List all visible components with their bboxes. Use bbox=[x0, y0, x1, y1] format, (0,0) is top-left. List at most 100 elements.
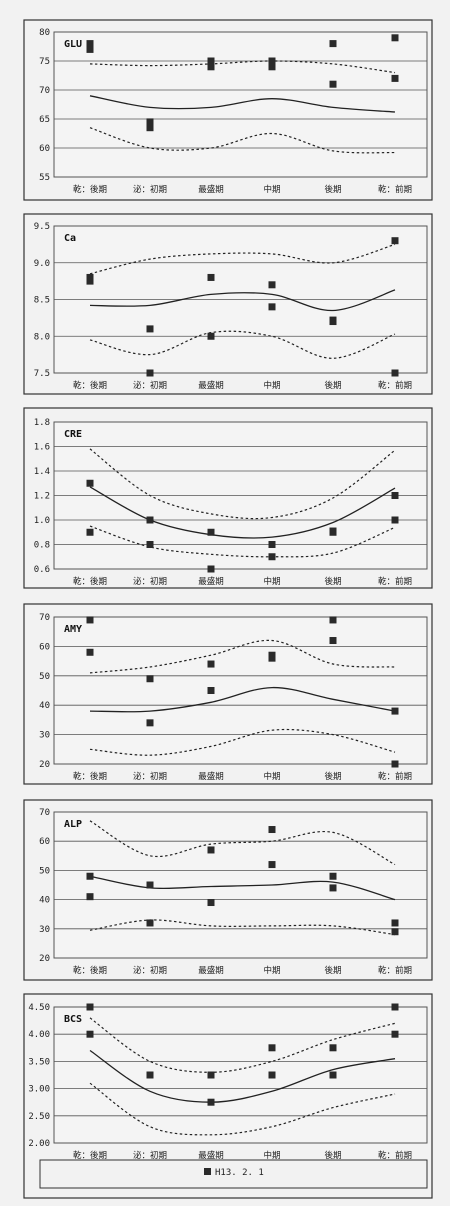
x-tick-label: 後期 bbox=[324, 1150, 341, 1161]
chart-panel-amy: 20 30 40 50 60 70 乾：後期 泌：初期 最盛期 中期 後期 乾：前期 AMY bbox=[23, 603, 433, 785]
x-tick-label: 中期 bbox=[263, 1150, 280, 1161]
data-point bbox=[86, 1003, 94, 1011]
data-point bbox=[268, 861, 276, 869]
chart-label: BCS bbox=[64, 1014, 82, 1025]
upper-bound-line bbox=[89, 1017, 396, 1073]
x-tick-label: 後期 bbox=[324, 184, 341, 195]
data-point bbox=[391, 1003, 399, 1011]
y-tick-label: 8.5 bbox=[34, 296, 50, 306]
y-tick-label: 30 bbox=[39, 731, 50, 741]
chart-panel-cre: 0.6 0.8 1.0 1.2 1.4 1.6 1.8 乾：後期 泌：初期 最盛期 中期 後期 乾：前期… bbox=[23, 407, 433, 589]
data-point bbox=[207, 57, 215, 65]
y-tick-label: 60 bbox=[39, 642, 50, 652]
data-point bbox=[86, 1030, 94, 1038]
lower-bound-line bbox=[89, 127, 396, 154]
data-point bbox=[329, 318, 337, 326]
data-point bbox=[391, 707, 399, 715]
y-tick-label: 65 bbox=[39, 115, 50, 125]
data-point bbox=[207, 660, 215, 668]
legend-label: H13. 2. 1 bbox=[215, 1168, 264, 1178]
x-tick-label: 泌：初期 bbox=[133, 576, 167, 587]
y-tick-label: 3.00 bbox=[28, 1085, 50, 1095]
y-tick-label: 70 bbox=[39, 613, 50, 623]
data-point bbox=[268, 303, 276, 311]
mean-line bbox=[89, 875, 396, 901]
y-tick-label: 75 bbox=[39, 57, 50, 67]
y-tick-label: 8.0 bbox=[34, 332, 50, 342]
chart-label: ALP bbox=[64, 819, 82, 830]
data-point bbox=[268, 63, 276, 71]
data-point bbox=[146, 516, 154, 524]
legend-marker bbox=[204, 1168, 211, 1175]
plot-area bbox=[53, 1006, 428, 1144]
data-point bbox=[329, 80, 337, 88]
data-point bbox=[207, 846, 215, 854]
data-point bbox=[86, 273, 94, 281]
chart-panel-alp: 20 30 40 50 60 70 乾：後期 泌：初期 最盛期 中期 後期 乾：前期 ALP bbox=[23, 799, 433, 981]
data-point bbox=[86, 528, 94, 536]
data-point bbox=[207, 687, 215, 694]
data-point bbox=[207, 899, 215, 907]
y-tick-label: 70 bbox=[39, 86, 50, 96]
x-tick-label: 乾：後期 bbox=[73, 380, 107, 391]
y-tick-label: 20 bbox=[39, 954, 50, 964]
y-tick-label: 1.0 bbox=[34, 516, 50, 526]
y-tick-label: 2.00 bbox=[28, 1139, 50, 1149]
upper-bound-line bbox=[89, 820, 396, 866]
x-tick-label: 泌：初期 bbox=[133, 1150, 167, 1161]
data-point bbox=[329, 884, 337, 892]
x-tick-label: 泌：初期 bbox=[133, 965, 167, 976]
y-tick-label: 9.0 bbox=[34, 259, 50, 269]
lower-bound-line bbox=[89, 919, 396, 936]
data-point bbox=[146, 719, 154, 727]
x-tick-label: 乾：前期 bbox=[378, 1150, 412, 1161]
y-tick-label: 2.50 bbox=[28, 1112, 50, 1122]
mean-line bbox=[89, 486, 396, 539]
y-tick-label: 40 bbox=[39, 896, 50, 906]
data-point bbox=[329, 637, 337, 645]
mean-line bbox=[89, 95, 396, 113]
data-point bbox=[146, 919, 154, 927]
data-point bbox=[86, 648, 94, 656]
data-point bbox=[207, 273, 215, 281]
data-point bbox=[268, 57, 276, 65]
data-point bbox=[86, 893, 94, 901]
y-tick-label: 55 bbox=[39, 173, 50, 183]
chart-label: AMY bbox=[64, 624, 82, 635]
y-tick-label: 3.50 bbox=[28, 1057, 50, 1067]
data-point bbox=[329, 1071, 337, 1079]
x-tick-label: 泌：初期 bbox=[133, 380, 167, 391]
upper-bound-line bbox=[89, 243, 396, 275]
data-point bbox=[391, 237, 399, 245]
data-point bbox=[391, 516, 399, 524]
y-tick-label: 60 bbox=[39, 837, 50, 847]
lower-bound-line bbox=[89, 728, 396, 756]
data-point bbox=[329, 1044, 337, 1052]
x-tick-label: 後期 bbox=[324, 771, 341, 782]
data-point bbox=[207, 63, 215, 71]
x-tick-label: 乾：前期 bbox=[378, 184, 412, 195]
data-point bbox=[268, 826, 276, 834]
data-point bbox=[86, 872, 94, 880]
lower-bound-line bbox=[89, 1082, 396, 1136]
data-point bbox=[86, 277, 94, 285]
chart-label: CRE bbox=[64, 429, 82, 440]
upper-bound-line bbox=[89, 448, 396, 520]
x-tick-label: 後期 bbox=[324, 576, 341, 587]
data-point bbox=[86, 45, 94, 53]
y-tick-label: 80 bbox=[39, 28, 50, 38]
y-tick-label: 9.5 bbox=[34, 222, 50, 232]
upper-bound-line bbox=[89, 639, 396, 674]
x-tick-label: 乾：後期 bbox=[73, 1150, 107, 1161]
y-tick-label: 1.8 bbox=[34, 418, 50, 428]
y-tick-label: 0.8 bbox=[34, 541, 50, 551]
y-tick-label: 30 bbox=[39, 925, 50, 935]
plot-area bbox=[53, 616, 428, 765]
y-tick-label: 0.6 bbox=[34, 565, 50, 575]
x-tick-label: 中期 bbox=[263, 771, 280, 782]
upper-bound-line bbox=[89, 60, 396, 74]
data-point bbox=[146, 369, 154, 377]
data-point bbox=[391, 74, 399, 82]
data-point bbox=[146, 881, 154, 889]
